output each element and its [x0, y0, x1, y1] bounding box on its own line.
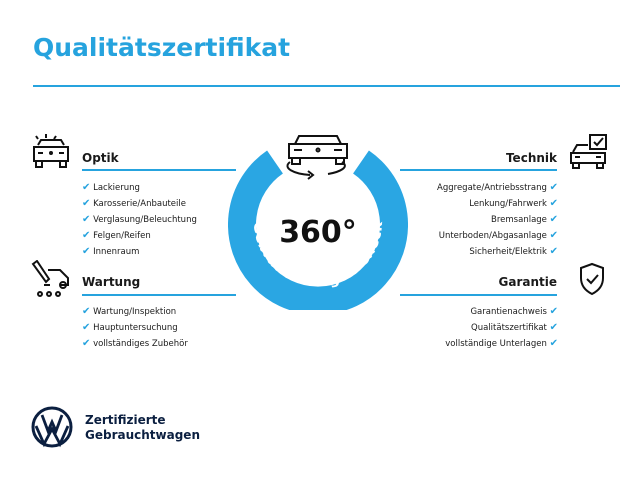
car-lights-icon — [33, 134, 69, 168]
list-item: Bremsanlage ✔ — [491, 214, 558, 225]
car-service-icon — [31, 260, 69, 297]
360-check-badge: Gebrauchtwagen-Check 360° — [228, 135, 408, 310]
list-item: ✔ Karosserie/Anbauteile — [82, 198, 186, 209]
list-item: Aggregate/Antriebsstrang ✔ — [437, 182, 558, 193]
ring — [228, 150, 408, 310]
divider — [33, 85, 620, 87]
list-item: ✔ Wartung/Inspektion — [82, 306, 177, 317]
360-label: 360° — [279, 215, 357, 250]
section-title-technik: Technik — [505, 151, 557, 165]
list-item: Sicherheit/Elektrik ✔ — [469, 246, 558, 257]
brand-name: Zertifizierte Gebrauchtwagen — [85, 413, 200, 443]
list-item: ✔ vollständiges Zubehör — [82, 338, 188, 349]
divider — [400, 169, 557, 171]
list-garantie: Garantienachweis ✔ Qualitätszertifikat ✔… — [445, 304, 558, 352]
list-item: ✔ Felgen/Reifen — [82, 230, 151, 241]
brand-line2: Gebrauchtwagen — [85, 428, 200, 442]
section-title-optik: Optik — [82, 151, 119, 165]
brand-line1: Zertifizierte — [85, 413, 166, 427]
divider — [82, 294, 236, 296]
section-title-wartung: Wartung — [82, 275, 141, 289]
list-wartung: ✔ Wartung/Inspektion ✔ Hauptuntersuchung… — [82, 304, 188, 352]
car-rotate-icon — [286, 135, 348, 180]
page-title: Qualitätszertifikat — [33, 33, 291, 62]
list-item: Unterboden/Abgasanlage ✔ — [438, 230, 558, 241]
shield-check-icon — [580, 262, 604, 296]
list-item: ✔ Lackierung — [82, 182, 140, 193]
list-item: ✔ Hauptuntersuchung — [82, 322, 178, 333]
list-item: ✔ Innenraum — [82, 246, 140, 257]
vw-logo — [31, 406, 73, 448]
list-item: Lenkung/Fahrwerk ✔ — [469, 198, 558, 209]
divider — [400, 294, 557, 296]
list-item: ✔ Verglasung/Beleuchtung — [82, 214, 197, 225]
list-item: vollständige Unterlagen ✔ — [445, 338, 558, 349]
list-item: Qualitätszertifikat ✔ — [471, 322, 558, 333]
list-technik: Aggregate/Antriebsstrang ✔ Lenkung/Fahrw… — [437, 180, 558, 260]
list-optik: ✔ Lackierung ✔ Karosserie/Anbauteile ✔ V… — [82, 180, 197, 260]
divider — [82, 169, 236, 171]
section-title-garantie: Garantie — [498, 275, 558, 289]
list-item: Garantienachweis ✔ — [470, 306, 558, 317]
car-checkbox-icon — [570, 134, 607, 169]
